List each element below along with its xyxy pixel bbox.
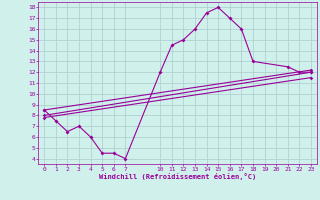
X-axis label: Windchill (Refroidissement éolien,°C): Windchill (Refroidissement éolien,°C) [99,173,256,180]
